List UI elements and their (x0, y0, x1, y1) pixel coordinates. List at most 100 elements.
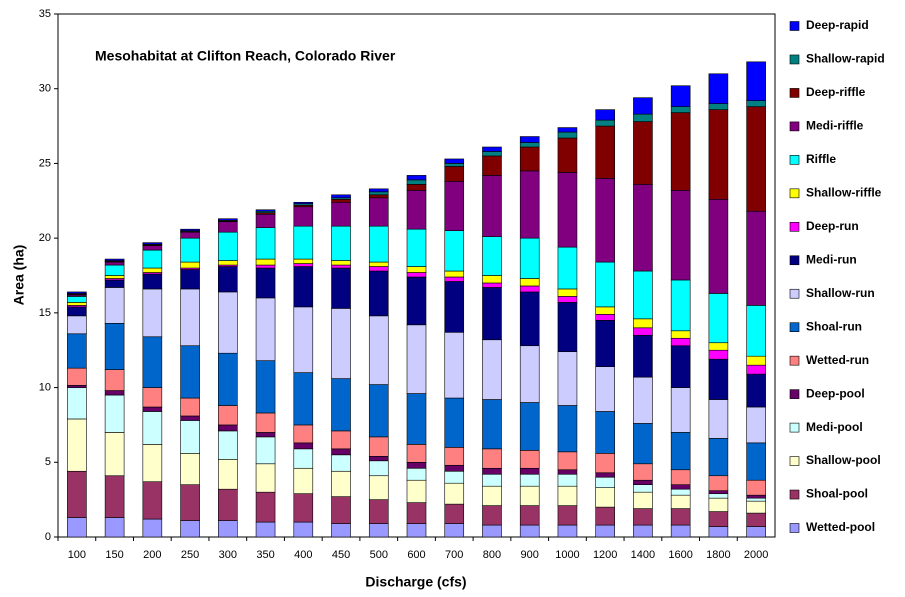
bar-segment (368, 523, 389, 538)
bar-segment (670, 337, 691, 347)
legend-label: Riffle (806, 152, 836, 166)
bar-segment (142, 406, 163, 412)
y-tick-label: 0 (45, 531, 51, 543)
bar-segment (104, 369, 125, 391)
legend-swatch (789, 155, 800, 165)
bar-segment (331, 260, 351, 266)
bar-segment (331, 448, 351, 456)
x-tick-label: 150 (105, 549, 123, 561)
bar-segment (557, 505, 578, 526)
bar-segment (670, 330, 691, 339)
legend-label: Shoal-run (806, 319, 862, 333)
bar-segment (482, 175, 502, 237)
bar-segment (595, 476, 615, 488)
bar-segment (67, 470, 87, 518)
bar-segment (218, 352, 238, 406)
bar-segment (708, 526, 729, 538)
bar-segment (595, 109, 615, 121)
bar-segment (142, 242, 163, 245)
x-tick-label: 400 (294, 549, 312, 561)
bar-segment (218, 405, 238, 426)
bar-segment (670, 508, 691, 526)
bar-segment (708, 198, 729, 294)
bar-segment (218, 424, 238, 432)
bar-segment (368, 499, 389, 524)
bar-segment (444, 503, 465, 524)
bar-segment (633, 121, 653, 185)
bar-segment (104, 390, 125, 396)
legend-swatch (789, 222, 800, 232)
bar-segment (142, 336, 163, 388)
bar-segment (595, 411, 615, 454)
bar-segment (444, 281, 465, 333)
bar-segment (331, 264, 351, 269)
bar-segment (331, 378, 351, 432)
legend-label: Medi-run (806, 252, 857, 266)
legend-label: Wetted-run (806, 353, 869, 367)
bar-segment (444, 464, 465, 472)
y-tick-label: 20 (39, 232, 51, 244)
x-tick-label: 200 (143, 549, 161, 561)
bar-segment (746, 210, 766, 306)
bar-segment (482, 275, 502, 284)
bar-segment (708, 349, 729, 360)
x-tick-label: 1800 (706, 549, 730, 561)
bar-segment (104, 258, 125, 261)
bar-segment (104, 475, 125, 518)
bar-segment (633, 508, 653, 526)
bar-segment (255, 297, 276, 361)
bar-segment (519, 467, 540, 475)
bar-segment (708, 493, 729, 499)
x-tick-label: 1000 (555, 549, 579, 561)
bar-segment (406, 467, 427, 481)
bar-segment (482, 448, 502, 469)
bar-segment (708, 109, 729, 200)
bar-segment (557, 302, 578, 353)
bar-segment (180, 228, 200, 231)
bar-segment (482, 505, 502, 526)
bar-segment (482, 155, 502, 176)
bar-segment (142, 245, 163, 251)
bar-segment (293, 206, 314, 227)
bar-segment (104, 275, 125, 279)
legend-label: Wetted-pool (806, 520, 875, 534)
bar-segment (142, 267, 163, 273)
bar-segment (368, 456, 389, 462)
bar-segment (293, 521, 314, 538)
bar-segment (557, 127, 578, 133)
bar-segment (142, 518, 163, 538)
bar-segment (218, 291, 238, 354)
bar-segment (104, 279, 125, 288)
bar-segment (557, 137, 578, 173)
bar-segment (104, 517, 125, 538)
bar-segment (746, 497, 766, 502)
bar-segment (293, 263, 314, 267)
bar-segment (142, 444, 163, 483)
bar-segment (633, 463, 653, 481)
bar-segment (746, 100, 766, 107)
legend-swatch (789, 456, 800, 466)
bar-segment (482, 151, 502, 157)
bar-segment (406, 179, 427, 185)
bar-segment (180, 520, 200, 538)
y-tick-label: 5 (45, 456, 51, 468)
bar-segment (368, 270, 389, 317)
legend-swatch (789, 21, 800, 31)
bar-segment (708, 497, 729, 512)
bar-segment (293, 372, 314, 426)
bar-segment (368, 436, 389, 457)
bar-segment (67, 367, 87, 386)
y-tick-label: 35 (39, 8, 51, 20)
bar-segment (368, 266, 389, 272)
bar-segment (746, 373, 766, 408)
bar-segment (218, 266, 238, 293)
x-tick-label: 1200 (593, 549, 617, 561)
bar-segment (482, 282, 502, 288)
bar-segment (519, 524, 540, 538)
bar-segment (444, 230, 465, 272)
legend-label: Shallow-rapid (806, 52, 885, 66)
bar-segment (557, 469, 578, 475)
bar-segment (180, 269, 200, 290)
bar-segment (708, 475, 729, 491)
legend-label: Shallow-pool (806, 453, 881, 467)
